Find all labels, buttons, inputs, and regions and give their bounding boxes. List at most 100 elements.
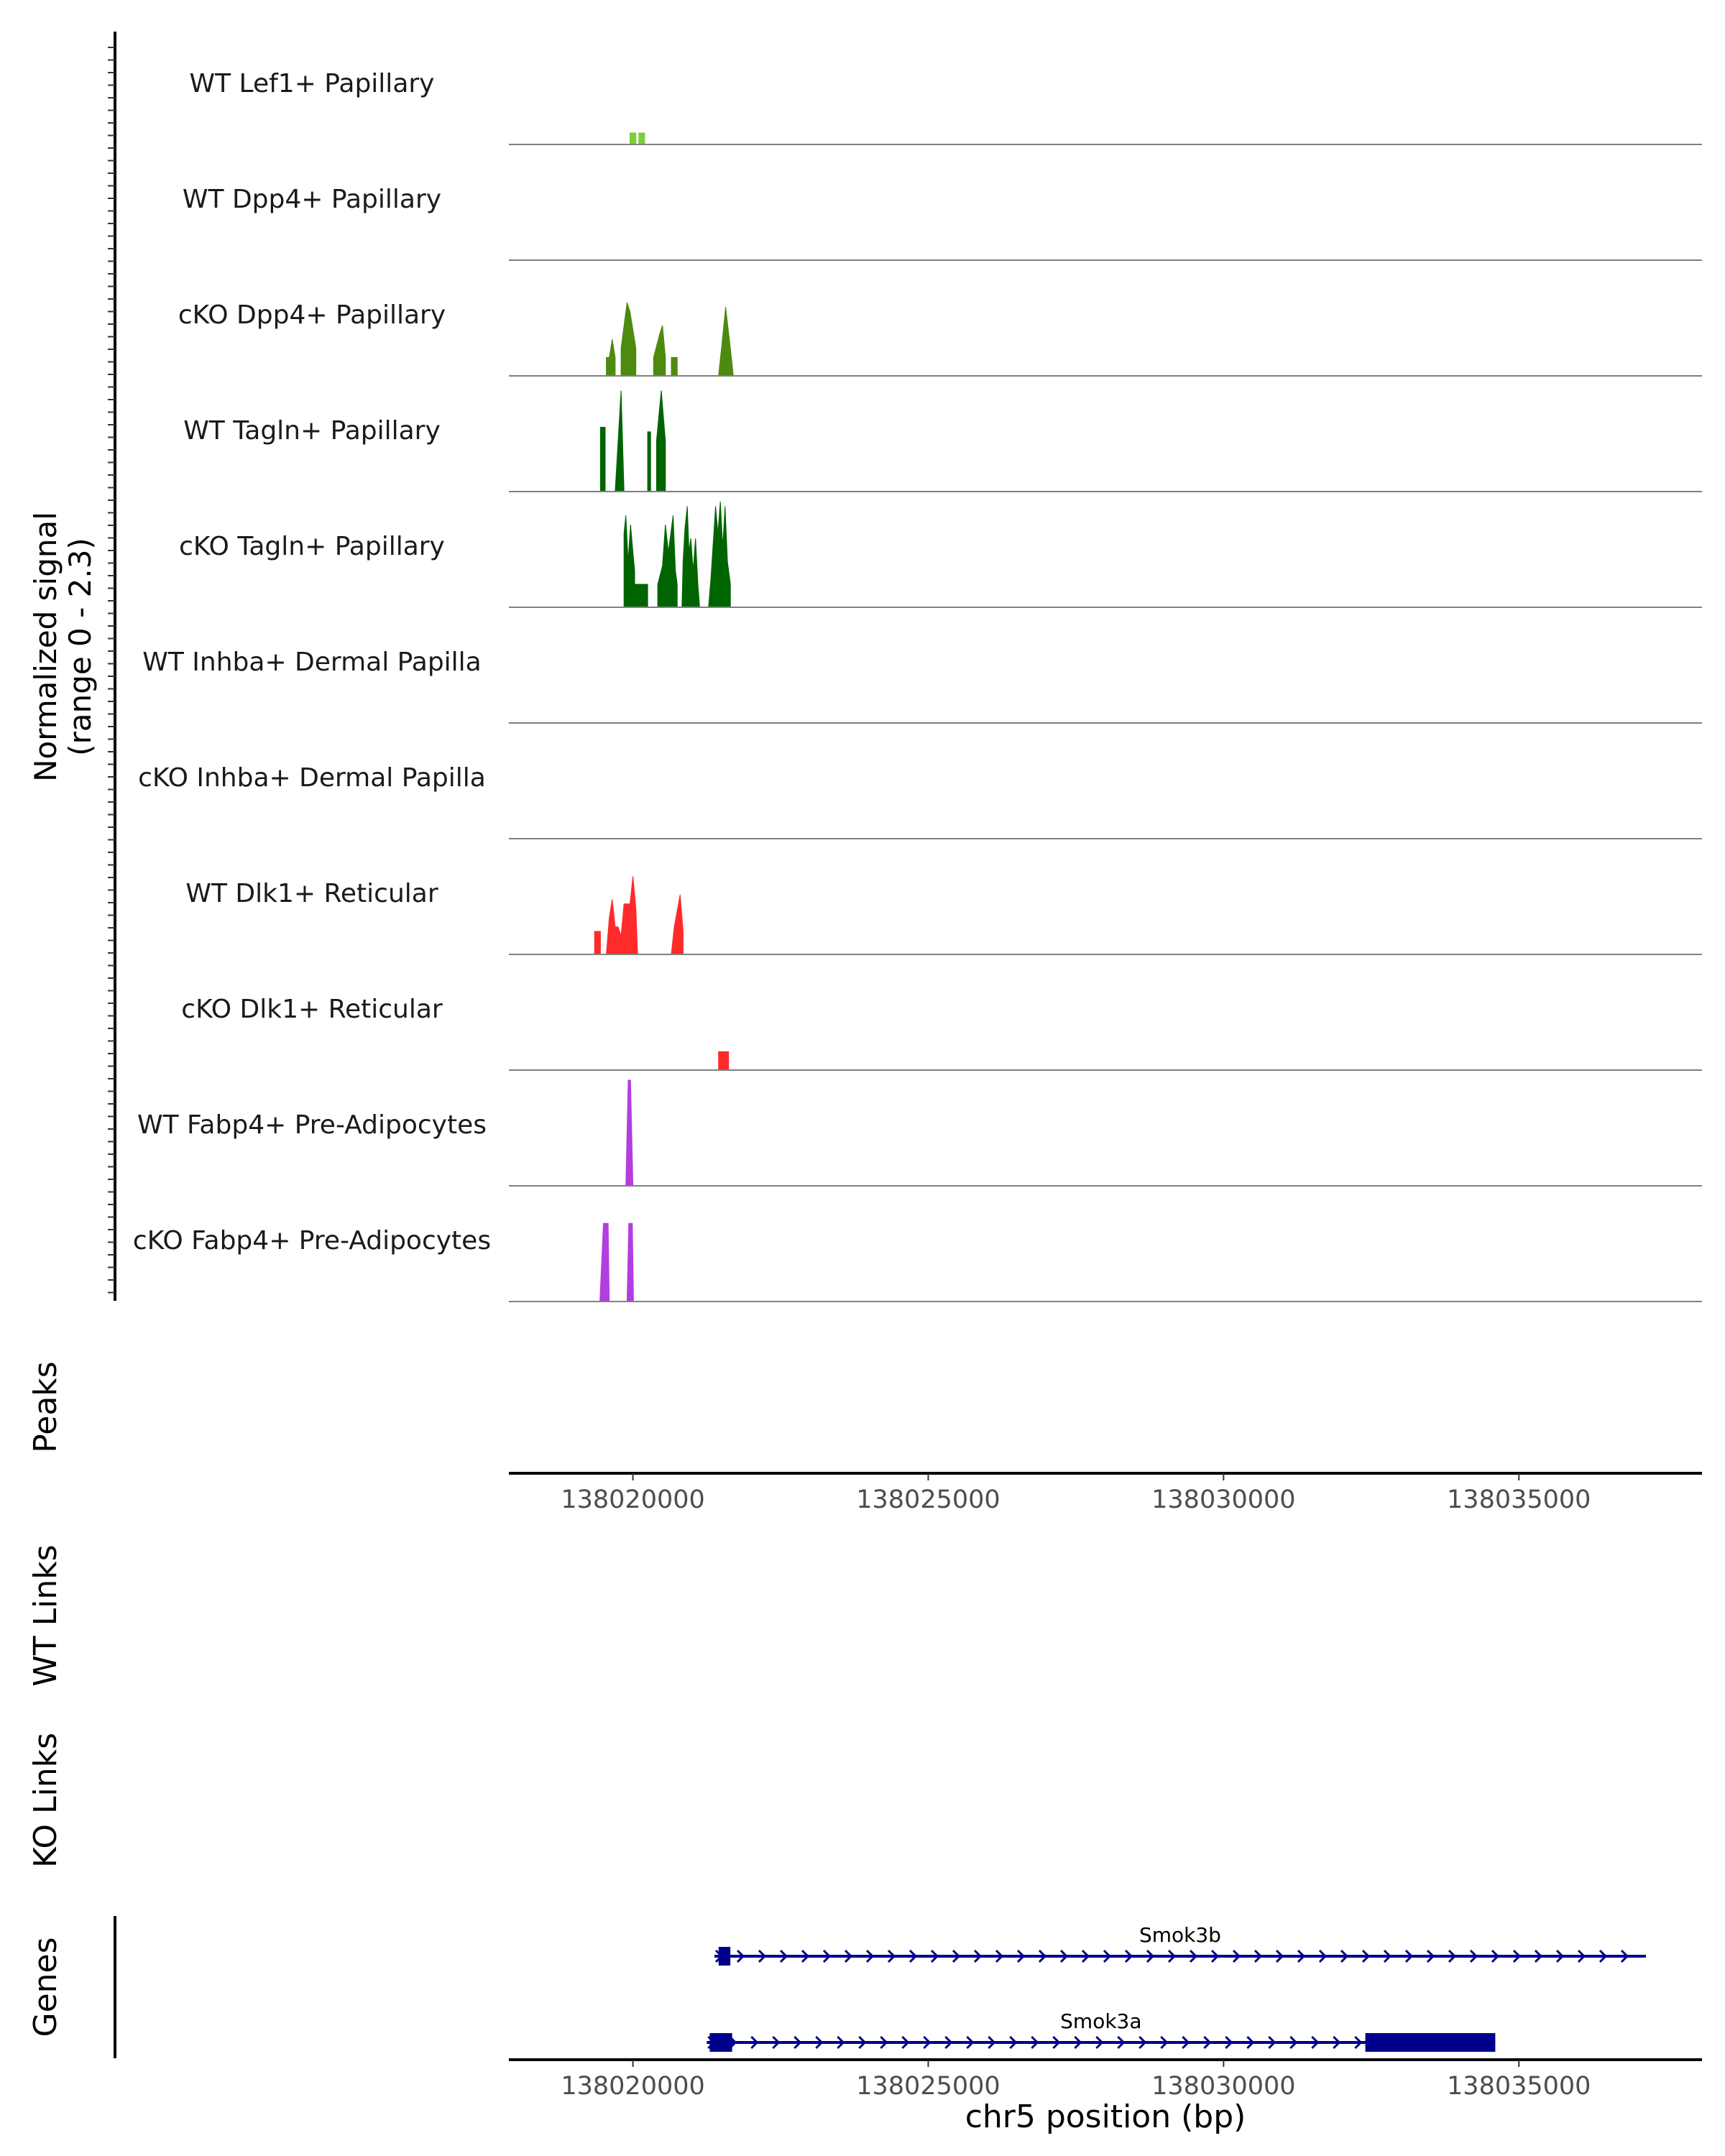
strand-arrow [995, 1949, 1004, 1963]
exon-block [718, 1947, 731, 1966]
strand-arrow [1124, 1949, 1133, 1963]
strand-arrow [1146, 1949, 1155, 1963]
strand-arrow [1160, 2035, 1169, 2050]
track: WT Dlk1+ Reticular [185, 876, 1702, 955]
strand-arrow [1354, 2035, 1363, 2050]
strand-arrow [801, 1949, 810, 1963]
peaks-x-axis-ticks: 138020000 138025000 138030000 138035000 [561, 1473, 1591, 1514]
strand-arrow [1232, 1949, 1241, 1963]
strand-arrow [1182, 2035, 1190, 2050]
track: WT Inhba+ Dermal Papilla [142, 648, 1702, 724]
signal-axis-label-line1: Normalized signal [28, 512, 63, 782]
x-tick-label: 138025000 [856, 1485, 1000, 1514]
x-tick-label: 138035000 [1447, 2072, 1591, 2101]
x-tick-label: 138030000 [1151, 1485, 1295, 1514]
strand-arrow [901, 2035, 910, 2050]
x-tick-label: 138020000 [561, 2072, 704, 2101]
strand-arrow [1038, 1949, 1047, 1963]
x-tick-label: 138020000 [561, 1485, 704, 1514]
track-label: WT Dlk1+ Reticular [185, 879, 438, 908]
strand-arrow [1059, 1949, 1069, 1963]
strand-arrow [1031, 2035, 1039, 2050]
strand-arrow [1081, 1949, 1090, 1963]
strand-arrow [1189, 1949, 1198, 1963]
strand-arrow [1289, 2035, 1298, 2050]
strand-arrow [1577, 1949, 1586, 1963]
strand-arrow [952, 1949, 961, 1963]
x-tick-label: 138030000 [1151, 2072, 1295, 2101]
strand-arrow [1095, 2035, 1104, 2050]
gene-model: Smok3a [707, 2009, 1496, 2052]
gene-model: Smok3b [714, 1923, 1646, 1966]
track: cKO Tagln+ Papillary [179, 501, 1702, 608]
strand-arrow [1167, 1949, 1177, 1963]
track: cKO Inhba+ Dermal Papilla [138, 763, 1702, 839]
track: cKO Dlk1+ Reticular [181, 995, 1702, 1071]
signal-axis-ticks [108, 47, 115, 1294]
track-label: cKO Tagln+ Papillary [179, 532, 445, 561]
strand-arrow [1448, 1949, 1457, 1963]
strand-arrow [779, 1949, 788, 1963]
strand-arrow [1340, 1949, 1349, 1963]
track: WT Dpp4+ Papillary [183, 185, 1702, 261]
track-label: cKO Inhba+ Dermal Papilla [138, 763, 486, 793]
signal-area [623, 501, 731, 608]
track: cKO Dpp4+ Papillary [178, 300, 1702, 377]
strand-arrow [1297, 1949, 1306, 1963]
strand-arrow [758, 1949, 767, 1963]
strand-arrow [930, 1949, 939, 1963]
signal-area [606, 302, 734, 377]
strand-arrow [1512, 1949, 1522, 1963]
genes-panel-label: Genes [27, 1937, 64, 2037]
x-tick-label: 138025000 [856, 2072, 1000, 2101]
strand-arrow [988, 2035, 996, 2050]
x-tick-label: 138035000 [1447, 1485, 1591, 1514]
strand-arrow [1016, 1949, 1026, 1963]
strand-arrow [1383, 1949, 1392, 1963]
strand-arrow [1246, 2035, 1255, 2050]
strand-arrow [772, 2035, 781, 2050]
track: cKO Fabp4+ Pre-Adipocytes [133, 1222, 1702, 1302]
strand-arrow [794, 2035, 802, 2050]
track-label: cKO Dlk1+ Reticular [181, 995, 443, 1024]
track: WT Tagln+ Papillary [183, 390, 1702, 492]
strand-arrow [1074, 2035, 1082, 2050]
track-label: cKO Fabp4+ Pre-Adipocytes [133, 1226, 491, 1256]
exon-block [709, 2033, 732, 2052]
gene-name-label: Smok3a [1060, 2009, 1141, 2033]
strand-arrow [1009, 2035, 1018, 2050]
strand-arrow [1318, 1949, 1328, 1963]
strand-arrow [923, 2035, 932, 2050]
track-label: WT Inhba+ Dermal Papilla [142, 648, 481, 677]
strand-arrow [815, 2035, 824, 2050]
strand-arrow [1333, 2035, 1341, 2050]
strand-arrow [1103, 1949, 1112, 1963]
strand-arrow [1138, 2035, 1147, 2050]
strand-arrow [1311, 2035, 1320, 2050]
peaks-panel-label: Peaks [27, 1361, 64, 1452]
strand-arrow [1404, 1949, 1414, 1963]
strand-arrow [1426, 1949, 1435, 1963]
strand-arrow [1469, 1949, 1478, 1963]
strand-arrow [966, 2035, 975, 2050]
strand-arrow [880, 2035, 888, 2050]
genes-x-axis-ticks: 138020000 138025000 138030000 138035000 [561, 2060, 1591, 2101]
signal-area [718, 1051, 730, 1071]
x-axis-title: chr5 position (bp) [965, 2099, 1246, 2135]
strand-arrow [973, 1949, 983, 1963]
strand-arrow [1117, 2035, 1126, 2050]
track-label: WT Fabp4+ Pre-Adipocytes [137, 1110, 487, 1140]
signal-axis-label-line2: (range 0 - 2.3) [63, 538, 98, 756]
strand-arrow [887, 1949, 896, 1963]
strand-arrow [1620, 1949, 1629, 1963]
strand-arrow [1275, 1949, 1284, 1963]
track: WT Lef1+ Papillary [190, 69, 1702, 145]
strand-arrow [1254, 1949, 1263, 1963]
ko-links-panel-label: KO Links [27, 1733, 64, 1868]
track-label: WT Tagln+ Papillary [183, 416, 441, 446]
track-label: cKO Dpp4+ Papillary [178, 300, 446, 330]
strand-arrow [837, 2035, 845, 2050]
strand-arrow [944, 2035, 953, 2050]
